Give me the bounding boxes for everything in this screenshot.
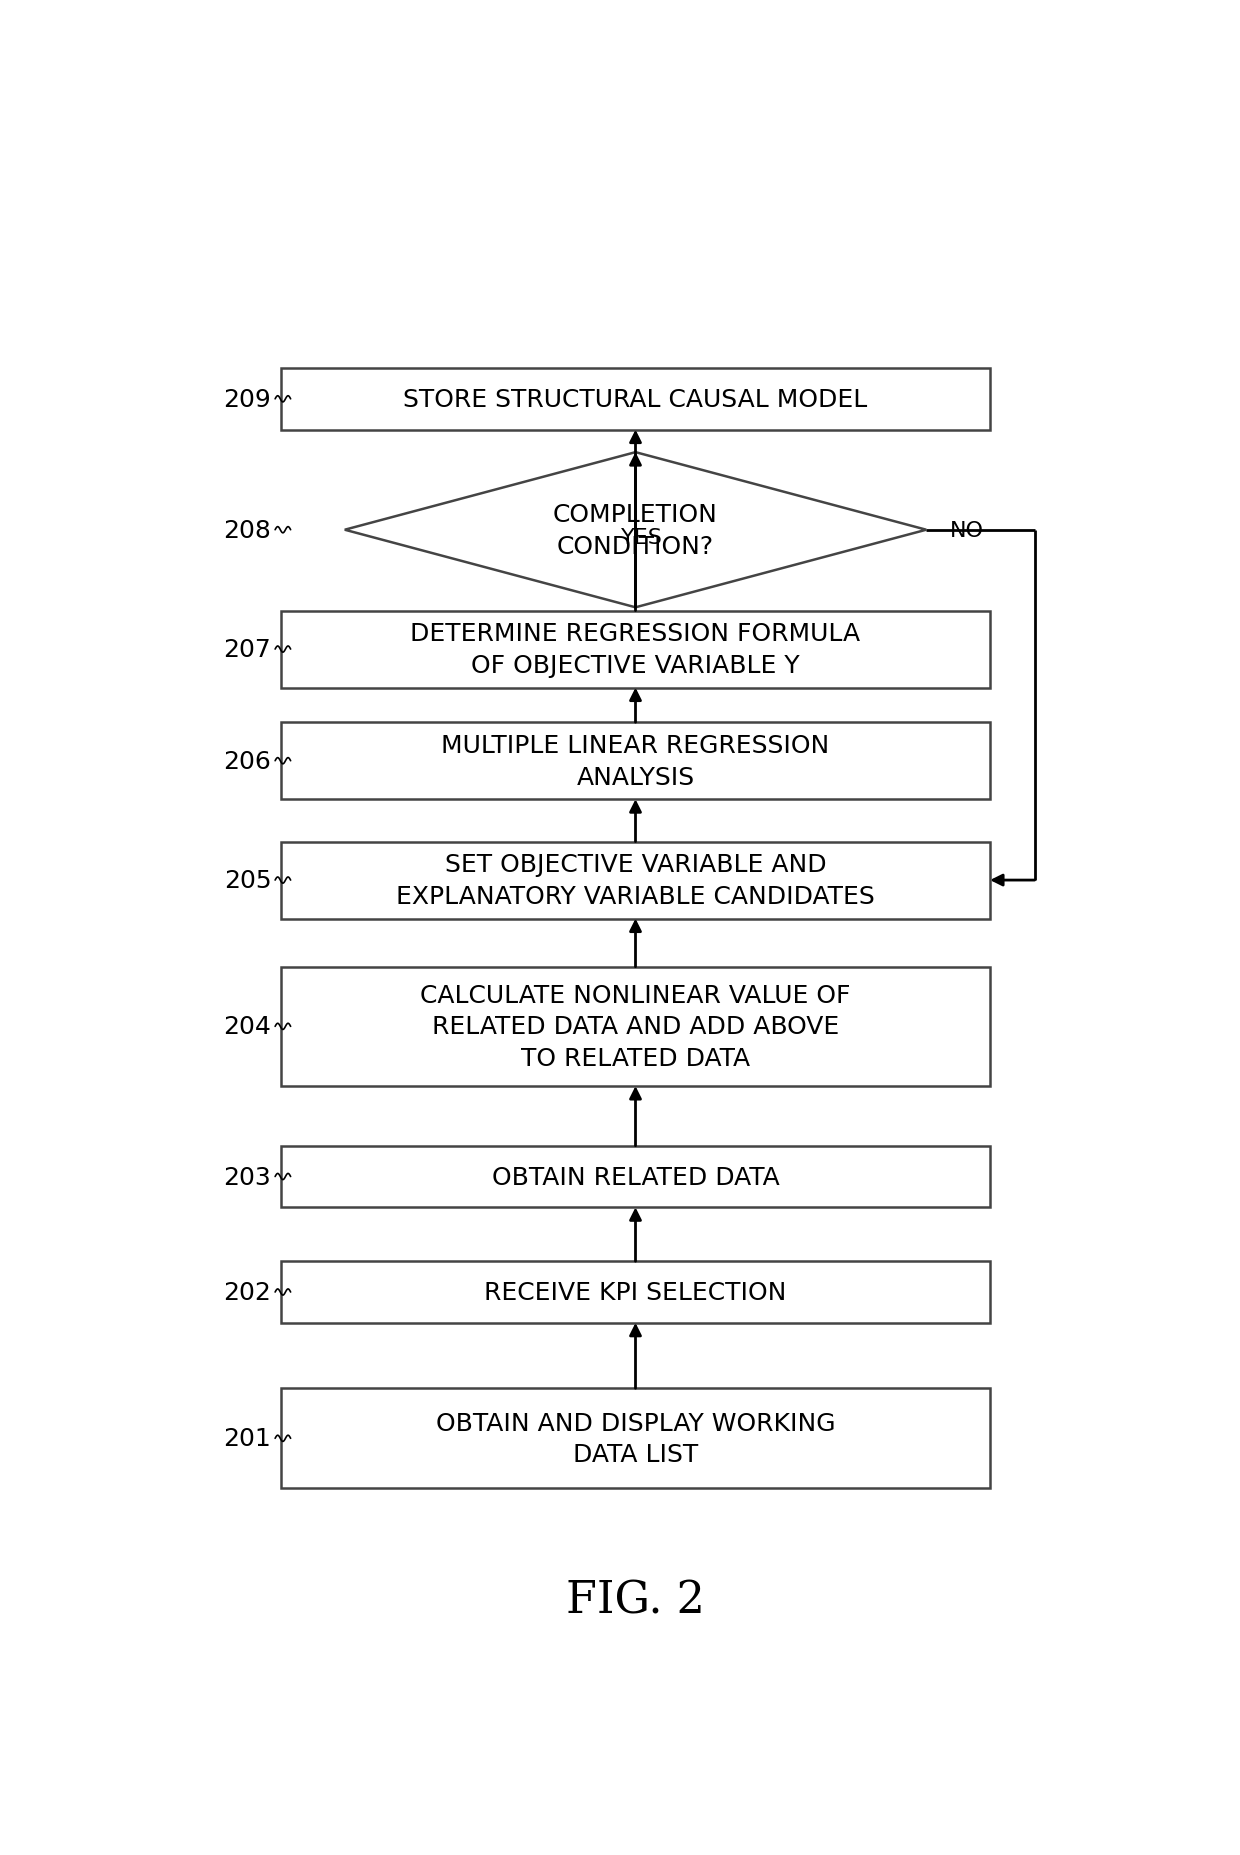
Text: 205: 205 [223,868,272,892]
Text: NO: NO [950,521,983,540]
Text: CALCULATE NONLINEAR VALUE OF
RELATED DATA AND ADD ABOVE
TO RELATED DATA: CALCULATE NONLINEAR VALUE OF RELATED DAT… [420,983,851,1070]
Text: 207: 207 [223,638,272,662]
FancyBboxPatch shape [281,1146,990,1208]
FancyBboxPatch shape [281,723,990,800]
Text: YES: YES [621,529,662,549]
FancyBboxPatch shape [281,369,990,430]
Text: MULTIPLE LINEAR REGRESSION
ANALYSIS: MULTIPLE LINEAR REGRESSION ANALYSIS [441,733,830,788]
Text: 206: 206 [223,749,272,774]
Text: OBTAIN RELATED DATA: OBTAIN RELATED DATA [491,1165,780,1189]
Text: RECEIVE KPI SELECTION: RECEIVE KPI SELECTION [485,1280,786,1304]
Text: 201: 201 [223,1426,272,1451]
Text: OBTAIN AND DISPLAY WORKING
DATA LIST: OBTAIN AND DISPLAY WORKING DATA LIST [435,1412,836,1465]
FancyBboxPatch shape [281,612,990,688]
Text: 208: 208 [223,518,272,542]
Text: 203: 203 [223,1165,272,1189]
Text: 202: 202 [223,1280,272,1304]
Text: COMPLETION
CONDITION?: COMPLETION CONDITION? [553,503,718,558]
FancyBboxPatch shape [281,842,990,918]
Text: 209: 209 [223,388,272,412]
FancyBboxPatch shape [281,1261,990,1323]
Text: 204: 204 [223,1015,272,1039]
Text: STORE STRUCTURAL CAUSAL MODEL: STORE STRUCTURAL CAUSAL MODEL [403,388,868,412]
Text: FIG. 2: FIG. 2 [567,1579,704,1621]
FancyBboxPatch shape [281,1389,990,1488]
Text: SET OBJECTIVE VARIABLE AND
EXPLANATORY VARIABLE CANDIDATES: SET OBJECTIVE VARIABLE AND EXPLANATORY V… [396,853,875,909]
Text: DETERMINE REGRESSION FORMULA
OF OBJECTIVE VARIABLE Y: DETERMINE REGRESSION FORMULA OF OBJECTIV… [410,621,861,677]
Polygon shape [345,453,926,608]
FancyBboxPatch shape [281,966,990,1087]
